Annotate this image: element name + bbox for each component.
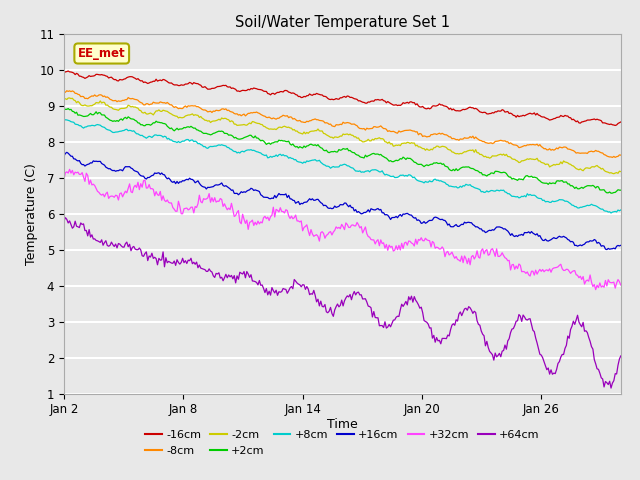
Y-axis label: Temperature (C): Temperature (C) [25, 163, 38, 264]
Title: Soil/Water Temperature Set 1: Soil/Water Temperature Set 1 [235, 15, 450, 30]
X-axis label: Time: Time [327, 418, 358, 431]
Legend: -16cm, -8cm, -2cm, +2cm, +8cm, +16cm, +32cm, +64cm: -16cm, -8cm, -2cm, +2cm, +8cm, +16cm, +3… [141, 426, 544, 460]
Text: EE_met: EE_met [78, 47, 125, 60]
